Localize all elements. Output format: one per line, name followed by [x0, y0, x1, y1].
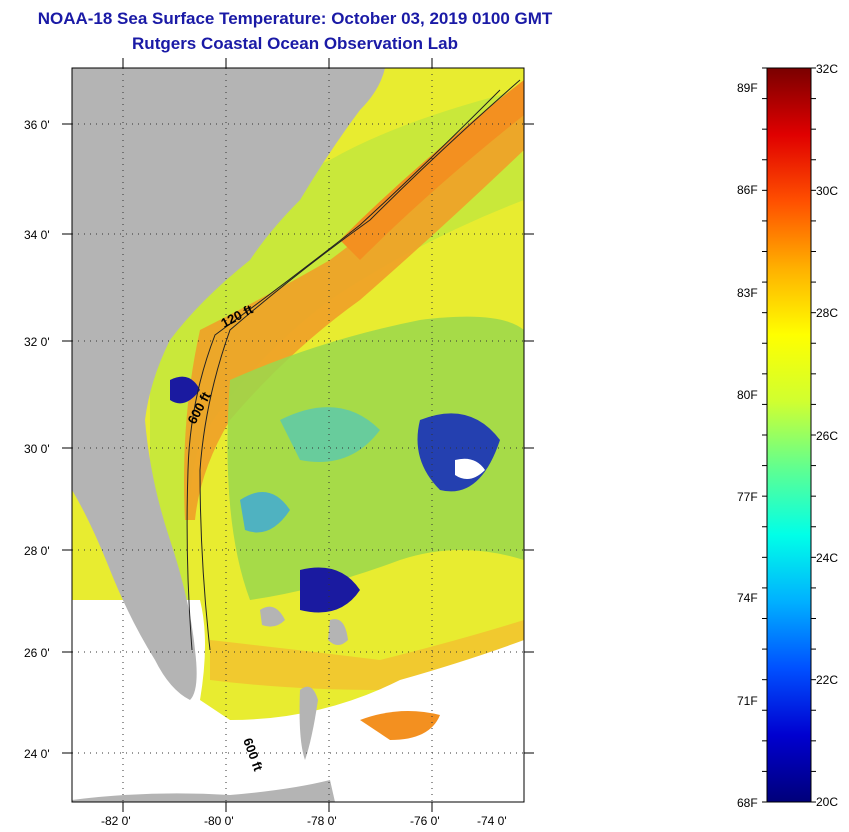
lon-label-80: -80 0'	[204, 814, 234, 828]
colorbar-c-28: 28C	[816, 306, 838, 320]
colorbar-ticks	[762, 67, 816, 803]
cold-patch-3	[170, 376, 200, 404]
map-plot-area	[72, 68, 524, 802]
map-frame	[71, 67, 525, 803]
land-bahamas-2	[299, 686, 318, 760]
colorbar-f-77: 77F	[737, 490, 758, 504]
lat-label-24: 24 0'	[24, 747, 50, 761]
land-cuba	[72, 780, 335, 802]
colorbar-f-80: 80F	[737, 388, 758, 402]
colorbar-c-20: 20C	[816, 795, 838, 809]
central-cool-area	[227, 316, 524, 600]
colorbar-c-32: 32C	[816, 62, 838, 76]
title-line-1: NOAA-18 Sea Surface Temperature: October…	[37, 9, 553, 28]
lat-label-32: 32 0'	[24, 335, 50, 349]
colorbar-f-68: 68F	[737, 796, 758, 810]
cool-patch-2	[240, 492, 290, 533]
colorbar-c-22: 22C	[816, 673, 838, 687]
colorbar-f-83: 83F	[737, 286, 758, 300]
lat-label-36: 36 0'	[24, 118, 50, 132]
gulf-stream-band	[184, 108, 524, 520]
colorbar-f-74: 74F	[737, 591, 758, 605]
lat-label-26: 26 0'	[24, 646, 50, 660]
colorbar-gradient	[766, 67, 812, 803]
lon-label-74: -74 0'	[477, 814, 507, 828]
lat-label-28: 28 0'	[24, 544, 50, 558]
land-bahamas-3	[328, 619, 348, 645]
lat-label-30: 30 0'	[24, 442, 50, 456]
cold-patch-2	[300, 567, 360, 613]
temperature-colorbar: 89F 86F 83F 80F 77F 74F 71F 68F 32C 30C …	[737, 62, 838, 810]
lon-label-78: -78 0'	[307, 814, 337, 828]
contour-120ft	[186, 89, 501, 651]
lon-label-76: -76 0'	[410, 814, 440, 828]
grid-lines	[72, 68, 524, 802]
axis-ticks	[62, 58, 534, 812]
lon-label-82: -82 0'	[101, 814, 131, 828]
contour-600ft	[199, 79, 521, 651]
colorbar-f-89: 89F	[737, 81, 758, 95]
lat-label-34: 34 0'	[24, 228, 50, 242]
land-us-southeast	[72, 68, 385, 700]
title-line-2: Rutgers Coastal Ocean Observation Lab	[132, 34, 458, 53]
colorbar-f-71: 71F	[737, 694, 758, 708]
south-warm-patch	[360, 711, 440, 740]
cloud-patch	[455, 458, 485, 479]
colorbar-c-26: 26C	[816, 429, 838, 443]
colorbar-c-24: 24C	[816, 551, 838, 565]
land-bahamas-1	[260, 606, 285, 627]
colorbar-c-30: 30C	[816, 184, 838, 198]
colorbar-f-86: 86F	[737, 183, 758, 197]
